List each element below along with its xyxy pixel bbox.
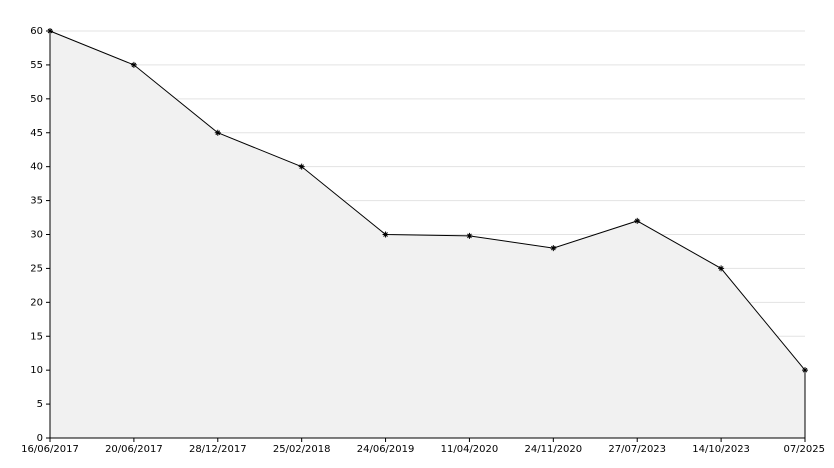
y-tick-label: 10 (30, 365, 43, 376)
marker (214, 129, 221, 136)
y-tick-label: 20 (30, 297, 43, 308)
marker (130, 61, 137, 68)
x-tick-label: 20/06/2017 (105, 444, 163, 455)
y-tick-label: 30 (30, 230, 43, 241)
y-tick-label: 45 (30, 128, 43, 139)
y-tick-label: 25 (30, 263, 43, 274)
marker (298, 163, 305, 170)
marker (718, 265, 725, 272)
marker (802, 367, 808, 374)
y-tick-label: 5 (37, 399, 43, 410)
x-tick-label: 16/06/2017 (21, 444, 79, 455)
x-tick-label: 24/11/2020 (525, 444, 583, 455)
marker (466, 232, 473, 239)
y-tick-label: 60 (30, 26, 43, 37)
y-tick-label: 0 (37, 433, 43, 444)
y-tick-label: 55 (30, 60, 43, 71)
x-tick-label: 25/02/2018 (273, 444, 331, 455)
x-tick-label: 07/2025 (783, 444, 825, 455)
marker (634, 217, 641, 224)
y-tick-label: 15 (30, 331, 43, 342)
x-tick-label: 14/10/2023 (692, 444, 750, 455)
line (49, 30, 806, 371)
x-tick-label: 28/12/2017 (189, 444, 247, 455)
x-tick-label: 24/06/2019 (357, 444, 415, 455)
area-fill (50, 31, 805, 438)
x-tick-label: 27/07/2023 (608, 444, 666, 455)
y-tick-label: 35 (30, 196, 43, 207)
x-tick-label: 11/04/2020 (441, 444, 499, 455)
marker (550, 245, 557, 252)
y-tick-label: 50 (30, 94, 43, 105)
y-tick-label: 40 (30, 162, 43, 173)
marker (382, 231, 389, 238)
